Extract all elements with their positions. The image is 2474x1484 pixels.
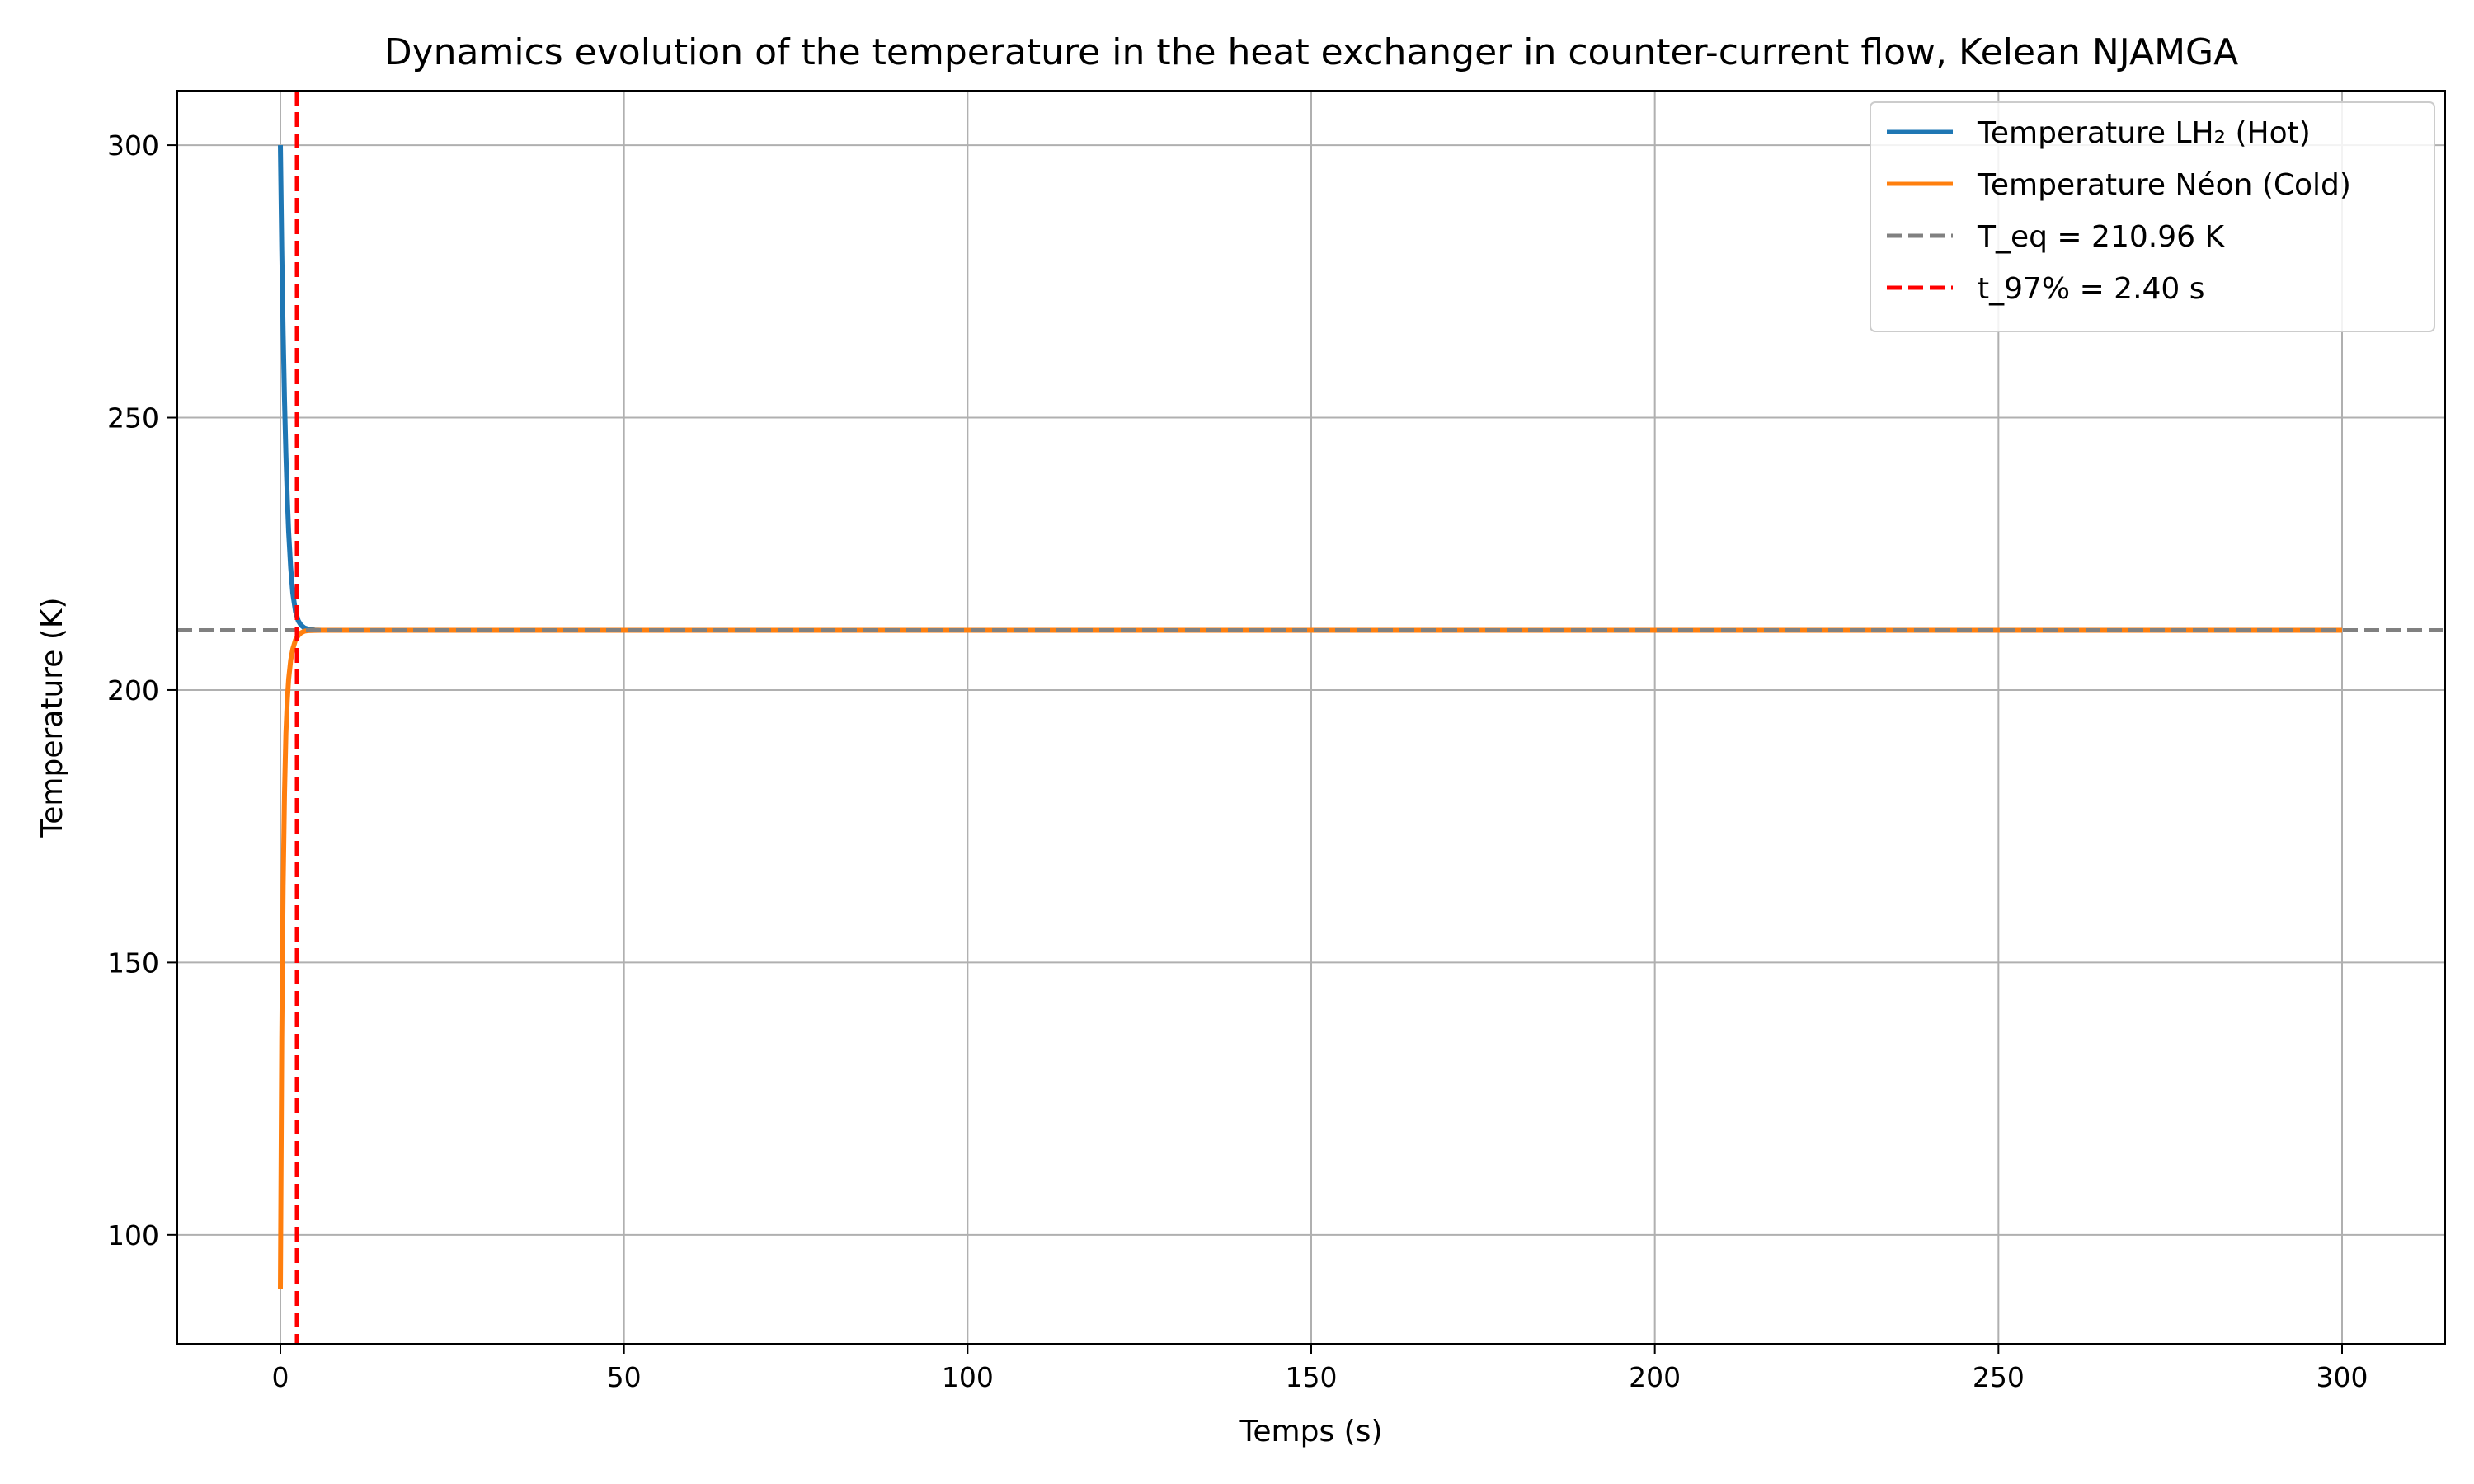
x-tick-label: 50 [607,1361,642,1393]
legend: Temperature LH₂ (Hot) Temperature Néon (C… [1870,101,2435,332]
plot-area [177,91,2445,1344]
x-tick-label: 100 [942,1361,994,1393]
axis-ticks: 0 50 100 150 200 250 300 100 150 200 250 300 [107,129,2368,1393]
y-tick-label: 300 [107,129,159,162]
plot-content [177,91,2445,1344]
x-tick-label: 200 [1629,1361,1681,1393]
legend-item-t97-label: t_97% = 2.40 s [1978,272,2205,306]
x-tick-label: 0 [272,1361,289,1393]
legend-item-lh2-hot-label: Temperature LH₂ (Hot) [1977,116,2311,150]
y-tick-label: 150 [107,946,159,979]
y-axis-label: Temperature (K) [35,597,69,838]
legend-item-t-eq-label: T_eq = 210.96 K [1977,220,2225,254]
legend-item-neon-cold-label: Temperature Néon (Cold) [1977,168,2351,202]
y-tick-label: 250 [107,402,159,434]
legend-box [1870,101,2435,332]
grid [177,91,2445,1344]
x-tick-label: 150 [1286,1361,1338,1393]
x-tick-label: 300 [2316,1361,2368,1393]
chart-title: Dynamics evolution of the temperature in… [384,31,2239,73]
y-tick-label: 200 [107,674,159,707]
x-tick-label: 250 [1973,1361,2025,1393]
y-tick-label: 100 [107,1219,159,1252]
x-axis-label: Temps (s) [1239,1415,1383,1449]
